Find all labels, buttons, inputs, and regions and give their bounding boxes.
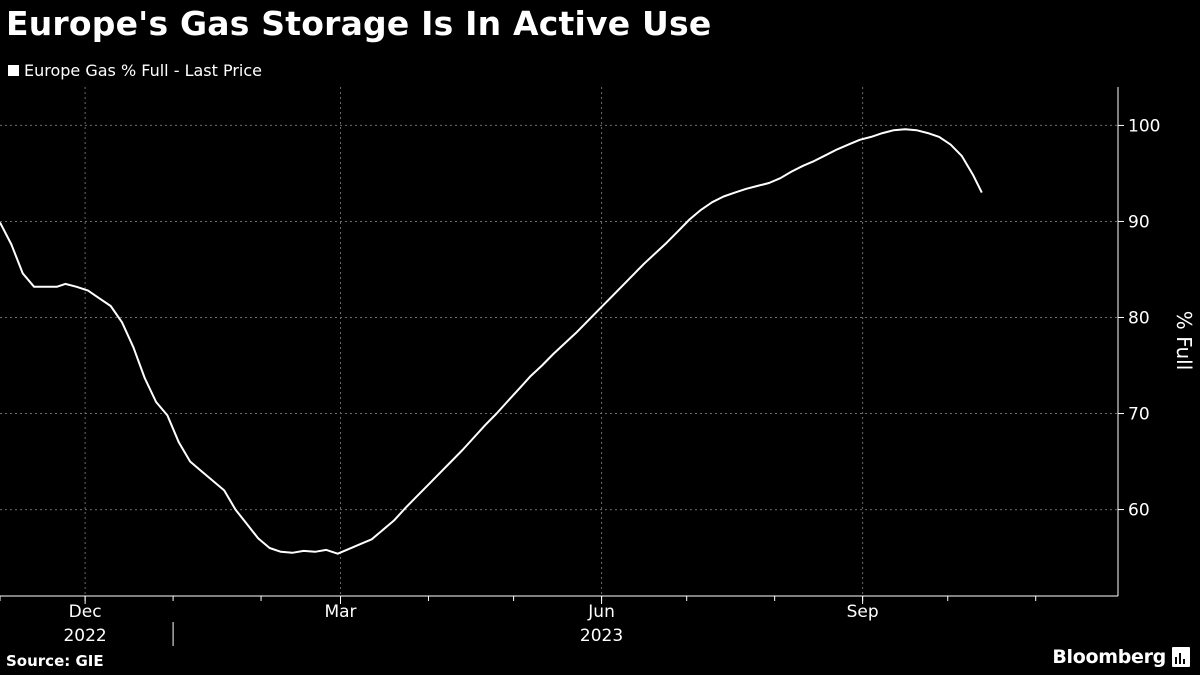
legend: Europe Gas % Full - Last Price bbox=[8, 61, 262, 80]
source-note: Source: GIE bbox=[6, 652, 104, 670]
y-tick-label: 100 bbox=[1128, 116, 1160, 136]
x-tick-label: Jun bbox=[587, 602, 615, 622]
y-tick-label: 80 bbox=[1128, 308, 1150, 328]
bloomberg-logo: Bloomberg bbox=[1052, 646, 1190, 668]
series-line bbox=[0, 128, 983, 555]
y-tick-label: 70 bbox=[1128, 405, 1150, 425]
legend-swatch bbox=[8, 65, 19, 76]
x-year-label: 2022 bbox=[63, 626, 106, 646]
bloomberg-chart-icon bbox=[1172, 647, 1190, 667]
x-tick-label: Mar bbox=[324, 602, 356, 622]
x-tick-label: Dec bbox=[69, 602, 102, 622]
brand-name: Bloomberg bbox=[1052, 646, 1166, 668]
chart-title: Europe's Gas Storage Is In Active Use bbox=[6, 4, 712, 43]
legend-label: Europe Gas % Full - Last Price bbox=[24, 61, 263, 80]
x-tick-label: Sep bbox=[847, 602, 879, 622]
y-tick-label: 90 bbox=[1128, 212, 1150, 232]
x-year-label: 2023 bbox=[580, 626, 623, 646]
y-axis-label: % Full bbox=[1172, 311, 1196, 371]
y-tick-label: 60 bbox=[1128, 501, 1150, 521]
